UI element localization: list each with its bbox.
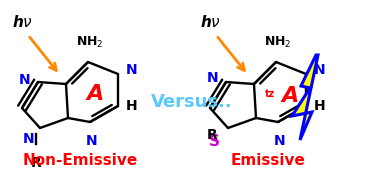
Text: N: N bbox=[19, 73, 30, 87]
Text: Versus..: Versus.. bbox=[151, 93, 233, 111]
Text: S: S bbox=[209, 134, 220, 149]
Text: h$\nu$: h$\nu$ bbox=[200, 14, 220, 30]
Text: Emissive: Emissive bbox=[231, 153, 305, 168]
Text: tz: tz bbox=[265, 89, 275, 99]
Text: H: H bbox=[314, 99, 325, 113]
Text: Non-Emissive: Non-Emissive bbox=[22, 153, 138, 168]
Text: N: N bbox=[126, 63, 138, 77]
Polygon shape bbox=[292, 55, 318, 140]
Text: NH$_2$: NH$_2$ bbox=[264, 35, 292, 50]
Text: h$\nu$: h$\nu$ bbox=[11, 14, 33, 30]
Text: R: R bbox=[207, 128, 217, 142]
Text: N: N bbox=[314, 63, 325, 77]
Text: R: R bbox=[31, 156, 41, 170]
Text: N: N bbox=[22, 132, 34, 146]
Text: N: N bbox=[206, 71, 218, 85]
Text: A: A bbox=[281, 86, 299, 106]
Text: NH$_2$: NH$_2$ bbox=[76, 35, 104, 50]
Text: H: H bbox=[126, 99, 138, 113]
Text: A: A bbox=[87, 84, 104, 104]
Text: N: N bbox=[86, 134, 98, 148]
Text: N: N bbox=[274, 134, 286, 148]
